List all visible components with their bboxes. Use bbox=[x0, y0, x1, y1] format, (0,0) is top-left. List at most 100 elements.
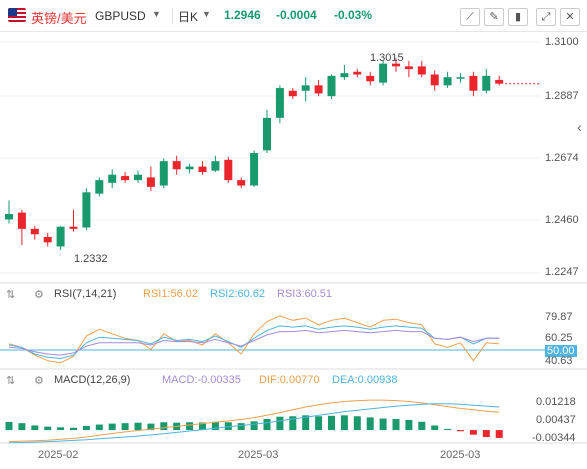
macd-histogram-bar bbox=[82, 425, 90, 431]
line-icon[interactable]: ⟋ bbox=[460, 8, 480, 26]
symbol-code[interactable]: GBPUSD bbox=[95, 9, 146, 23]
price-change: -0.0004 bbox=[276, 8, 317, 22]
macd-histogram-bar bbox=[379, 418, 387, 431]
divider bbox=[172, 8, 173, 24]
candle-body bbox=[482, 75, 491, 91]
collapse-icon[interactable]: ⇅ bbox=[6, 289, 16, 301]
candle-body bbox=[5, 213, 13, 220]
rsi-tick: 60.25 bbox=[545, 332, 573, 344]
candle-body bbox=[82, 192, 91, 228]
macd-histogram-bar bbox=[444, 428, 452, 431]
timeframe-selector[interactable]: 日K bbox=[178, 10, 199, 24]
rsi1-line bbox=[8, 315, 500, 364]
symbol-dropdown-icon[interactable]: ▼ bbox=[152, 9, 161, 19]
macd-tick: 0.00437 bbox=[536, 414, 576, 426]
candle-body bbox=[121, 176, 130, 181]
macd-histogram-bar bbox=[431, 425, 439, 431]
macd-title: MACD(12,26,9) bbox=[54, 374, 131, 386]
candle-body bbox=[340, 73, 349, 78]
candle-body bbox=[56, 226, 65, 247]
macd-histogram-bar bbox=[302, 415, 310, 431]
uk-us-flag-icon bbox=[8, 8, 26, 22]
candle-body bbox=[17, 212, 26, 229]
candle-body bbox=[185, 166, 194, 170]
macd-histogram-bar bbox=[160, 422, 168, 431]
last-price: 1.2946 bbox=[224, 8, 261, 22]
macd-histogram-bar bbox=[186, 422, 194, 431]
rsi2-value: RSI2:60.62 bbox=[210, 288, 266, 300]
macd-histogram-bar bbox=[199, 422, 206, 431]
macd-histogram-bar bbox=[469, 430, 477, 435]
settings-icon[interactable]: ⚙ bbox=[34, 375, 44, 387]
rsi-tick: 50.00 bbox=[545, 345, 577, 357]
candles-icon[interactable]: ▮ bbox=[508, 8, 528, 26]
date-tick: 2025-02 bbox=[38, 449, 79, 461]
macd-histogram-bar bbox=[211, 421, 219, 431]
pencil-icon[interactable]: ✎ bbox=[484, 8, 504, 26]
rsi3-value: RSI3:60.51 bbox=[277, 288, 333, 300]
macd-histogram-bar bbox=[328, 415, 335, 431]
candle-body bbox=[495, 79, 504, 84]
macd-histogram-bar bbox=[31, 425, 39, 431]
dif-line bbox=[8, 399, 500, 443]
candle-body bbox=[469, 75, 478, 91]
macd-histogram-bar bbox=[57, 427, 65, 431]
rsi2-line bbox=[8, 325, 500, 360]
candle-body bbox=[392, 63, 400, 67]
rsi-tick: 40.63 bbox=[545, 355, 573, 367]
price-tick: 1.3100 bbox=[545, 36, 579, 48]
candle-body bbox=[327, 75, 336, 97]
macd-histogram-bar bbox=[418, 421, 426, 431]
dif-value: DIF:0.00770 bbox=[259, 374, 320, 386]
macd-histogram-bar bbox=[250, 421, 258, 431]
macd-tick: -0.00344 bbox=[532, 432, 576, 444]
date-tick: 2025-03 bbox=[440, 449, 481, 461]
candle-body bbox=[224, 159, 233, 181]
macd-histogram-bar bbox=[121, 423, 129, 431]
low-annotation: 1.2332 bbox=[74, 253, 108, 265]
macd-histogram-bar bbox=[392, 419, 400, 431]
candle-body bbox=[198, 166, 207, 172]
candle-body bbox=[443, 77, 452, 86]
symbol-name-cn[interactable]: 英镑/美元 bbox=[31, 11, 87, 26]
dea-line bbox=[8, 403, 500, 444]
chart-header: 英镑/美元 GBPUSD ▼ 日K ▼ 1.2946 -0.0004 -0.03… bbox=[0, 0, 587, 32]
candle-body bbox=[159, 161, 168, 186]
candle-body bbox=[366, 75, 375, 82]
macd-histogram-bar bbox=[263, 419, 271, 431]
macd-histogram-bar bbox=[366, 417, 374, 431]
macd-histogram-bar bbox=[340, 415, 348, 431]
candle-body bbox=[456, 77, 465, 79]
rsi1-value: RSI1:56.02 bbox=[143, 288, 199, 300]
date-tick: 2025-03 bbox=[238, 449, 279, 461]
candle-body bbox=[108, 174, 117, 183]
macd-tick: 0.01218 bbox=[536, 396, 576, 408]
candle-body bbox=[250, 153, 259, 186]
macd-histogram-bar bbox=[108, 423, 116, 431]
candle-body bbox=[43, 236, 52, 243]
expand-icon[interactable]: ⤢ bbox=[536, 8, 556, 26]
rsi-title: RSI(7,14,21) bbox=[54, 288, 117, 300]
chevron-left-icon[interactable]: ‹ bbox=[577, 119, 582, 135]
candle-body bbox=[353, 71, 362, 75]
candle-body bbox=[237, 180, 246, 186]
rsi3-line bbox=[8, 329, 500, 356]
rsi-tick: 79.87 bbox=[545, 311, 573, 323]
macd-histogram-bar bbox=[224, 422, 232, 431]
timeframe-dropdown-icon[interactable]: ▼ bbox=[202, 9, 211, 19]
candle-body bbox=[211, 161, 220, 171]
macd-histogram-bar bbox=[95, 424, 103, 431]
candle-body bbox=[404, 66, 413, 70]
macd-histogram-bar bbox=[495, 430, 503, 438]
macd-histogram-bar bbox=[44, 426, 52, 431]
macd-histogram-bar bbox=[457, 430, 464, 432]
close-icon[interactable]: ✕ bbox=[560, 8, 580, 26]
macd-histogram-bar bbox=[134, 422, 142, 431]
settings-icon[interactable]: ⚙ bbox=[34, 289, 44, 301]
collapse-icon[interactable]: ⇅ bbox=[6, 375, 16, 387]
candle-body bbox=[379, 63, 388, 83]
price-tick: 1.2247 bbox=[545, 266, 579, 278]
price-tick: 1.2460 bbox=[545, 214, 579, 226]
macd-histogram-bar bbox=[70, 427, 77, 431]
